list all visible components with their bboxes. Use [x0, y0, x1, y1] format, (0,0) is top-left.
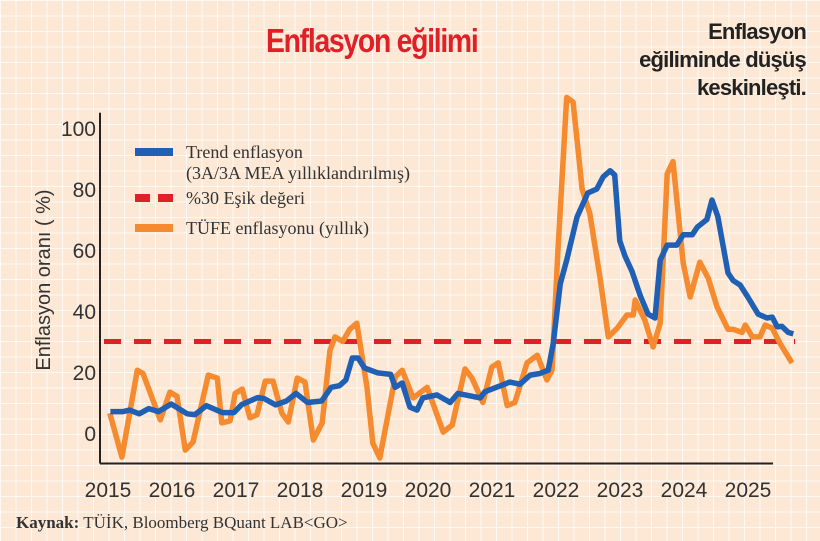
y-tick-label: 20 [73, 362, 96, 385]
y-tick-label: 0 [84, 423, 96, 446]
legend-label-line2: (3A/3A MEA yıllıklandırılmış) [186, 163, 410, 184]
x-tick-label: 2019 [341, 479, 388, 502]
source-note: Kaynak: TÜİK, Bloomberg BQuant LAB<GO> [16, 513, 348, 533]
headline-note: Enflasyon eğiliminde düşüş keskinleşti. [506, 18, 807, 102]
series-line-2 [107, 94, 795, 461]
legend-label: %30 Eşik değeri [186, 188, 305, 208]
y-tick-label: 80 [73, 179, 96, 202]
y-tick-label: 60 [73, 240, 96, 263]
note-line: eğiliminde düşüş [639, 47, 807, 72]
x-tick-label: 2024 [661, 479, 708, 502]
x-tick-label: 2020 [405, 479, 452, 502]
legend-label: TÜFE enflasyonu (yıllık) [186, 218, 369, 239]
x-tick-label: 2023 [597, 479, 644, 502]
note-line: keskinleşti. [696, 75, 807, 100]
source-text: TÜİK, Bloomberg BQuant LAB<GO> [83, 513, 348, 532]
x-tick-label: 2015 [85, 479, 132, 502]
y-axis-label: Enflasyon oranı ( %) [33, 189, 55, 370]
legend-label: Trend enflasyon [186, 142, 303, 162]
x-tick-label: 2022 [533, 479, 580, 502]
y-tick-label: 40 [73, 301, 96, 324]
x-tick-label: 2021 [469, 479, 516, 502]
note-line: Enflasyon [708, 19, 807, 44]
chart-title: Enflasyon eğilimi [266, 22, 479, 59]
x-tick-label: 2018 [277, 479, 324, 502]
series-line-0 [110, 167, 795, 418]
y-tick-label: 100 [61, 118, 96, 141]
x-tick-label: 2016 [149, 479, 196, 502]
source-label: Kaynak: [16, 513, 80, 532]
x-tick-label: 2025 [725, 479, 772, 502]
x-tick-label: 2017 [213, 479, 260, 502]
